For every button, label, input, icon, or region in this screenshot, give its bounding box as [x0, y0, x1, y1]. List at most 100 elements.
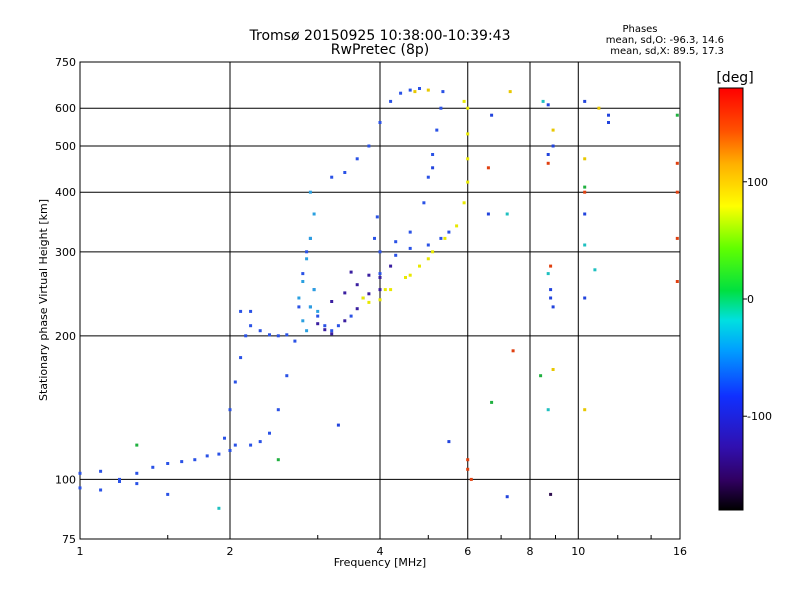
data-point: [394, 240, 398, 244]
x-tick-label: 6: [464, 545, 471, 558]
data-point: [546, 408, 550, 412]
data-point: [546, 103, 550, 107]
data-point: [367, 273, 371, 277]
data-point: [330, 332, 334, 336]
data-point: [166, 462, 170, 465]
data-point: [135, 482, 139, 486]
data-point: [205, 454, 209, 458]
stats-heading: Phases: [622, 24, 657, 35]
data-point: [258, 440, 262, 444]
y-axis-ticks: 75 100 200 300 400 500 600 750: [55, 56, 76, 546]
y-axis-label: Stationary phase Virtual Height [km]: [37, 199, 50, 401]
data-point: [118, 477, 121, 481]
colorbar-tick-label: -100: [747, 410, 772, 423]
data-point: [193, 458, 197, 462]
data-point: [223, 436, 226, 440]
data-point: [378, 298, 382, 302]
data-point: [447, 230, 451, 234]
data-point: [367, 300, 371, 304]
data-point: [330, 329, 334, 333]
data-point: [355, 307, 359, 311]
data-point: [233, 380, 237, 384]
data-point: [447, 440, 451, 444]
data-point: [675, 113, 679, 117]
data-point: [316, 309, 320, 313]
data-point: [268, 431, 271, 435]
data-point: [316, 322, 320, 326]
colorbar-tick-label: 0: [747, 293, 754, 306]
colorbar-ticks: 100 0 -100: [743, 176, 772, 423]
data-point: [78, 471, 82, 475]
data-point: [239, 309, 243, 313]
data-point: [490, 113, 494, 117]
data-point: [418, 87, 421, 90]
data-point: [426, 175, 430, 179]
data-point: [180, 460, 184, 464]
data-point: [546, 272, 550, 276]
data-point: [551, 144, 555, 148]
data-point: [675, 190, 679, 194]
data-point: [343, 291, 347, 295]
data-point: [466, 132, 470, 136]
x-tick-label: 8: [527, 545, 534, 558]
data-point: [367, 292, 371, 296]
data-point: [297, 305, 301, 309]
data-point: [308, 190, 312, 194]
data-point: [466, 157, 470, 161]
data-point: [316, 314, 320, 318]
data-point: [607, 113, 610, 117]
data-point: [330, 300, 334, 303]
data-point: [378, 250, 382, 254]
data-point: [408, 230, 412, 234]
data-point: [135, 471, 139, 475]
data-point: [305, 257, 309, 261]
data-point: [593, 268, 597, 272]
colorbar: [718, 87, 744, 511]
data-point: [551, 305, 555, 309]
data-point: [99, 469, 103, 473]
data-point: [404, 276, 407, 279]
data-point: [343, 319, 347, 323]
data-point: [375, 215, 379, 219]
chart-subtitle: RwPretec (8p): [331, 42, 429, 58]
data-point: [426, 257, 430, 261]
data-point: [422, 201, 426, 205]
data-point: [355, 157, 359, 161]
data-point: [233, 443, 237, 447]
stats-x-mode: mean, sd,X: 89.5, 17.3: [610, 46, 724, 57]
data-point: [151, 465, 155, 469]
data-point: [258, 329, 262, 333]
data-point: [431, 166, 435, 170]
data-point: [217, 452, 221, 456]
chart-title: Tromsø 20150925 10:38:00-10:39:43: [249, 28, 511, 44]
data-point: [431, 250, 435, 254]
data-point: [285, 374, 289, 378]
data-point: [490, 400, 494, 404]
stats-o-mode: mean, sd,O: -96.3, 14.6: [606, 35, 724, 46]
data-point: [239, 356, 243, 360]
data-point: [249, 309, 253, 313]
data-point: [541, 99, 545, 103]
y-tick-label: 200: [55, 330, 76, 343]
data-point: [675, 236, 679, 240]
data-point: [462, 201, 466, 205]
data-point: [349, 270, 353, 274]
data-point: [583, 212, 587, 216]
data-point: [607, 121, 610, 124]
y-tick-label: 100: [55, 473, 76, 486]
data-point: [549, 288, 553, 292]
data-point: [549, 264, 553, 268]
data-point: [413, 90, 417, 94]
data-point: [551, 368, 555, 371]
data-point: [426, 243, 430, 247]
data-point: [549, 492, 553, 496]
data-point: [408, 246, 412, 250]
y-tick-label: 750: [55, 56, 76, 69]
data-point: [305, 250, 309, 254]
data-point: [118, 480, 121, 483]
data-point: [312, 212, 316, 216]
data-point: [276, 408, 280, 412]
data-point: [466, 180, 470, 184]
data-point: [301, 319, 305, 323]
data-point: [486, 166, 490, 170]
